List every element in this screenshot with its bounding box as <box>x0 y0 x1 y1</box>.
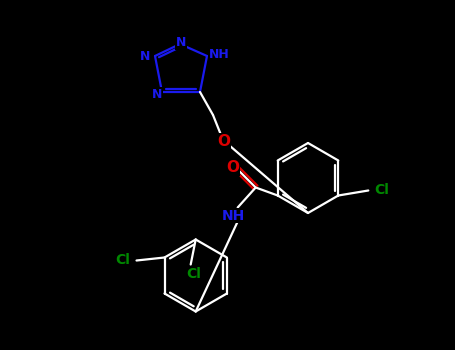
Text: Cl: Cl <box>374 183 389 197</box>
Text: N: N <box>140 49 150 63</box>
Text: NH: NH <box>222 209 245 223</box>
Text: N: N <box>176 36 186 49</box>
Text: O: O <box>226 160 239 175</box>
Text: Cl: Cl <box>115 253 130 267</box>
Text: N: N <box>152 88 162 100</box>
Text: Cl: Cl <box>186 267 201 281</box>
Text: O: O <box>217 133 231 148</box>
Text: NH: NH <box>209 49 229 62</box>
